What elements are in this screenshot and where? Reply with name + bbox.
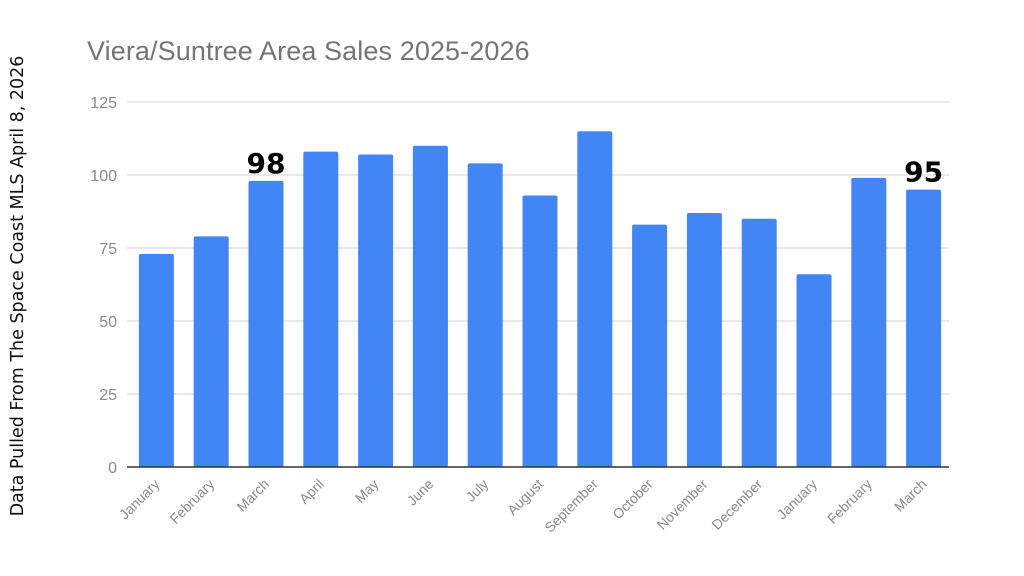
x-tick-label: February bbox=[166, 476, 217, 527]
bar bbox=[577, 131, 613, 467]
x-tick-label: January bbox=[774, 476, 821, 523]
bar bbox=[686, 212, 722, 467]
x-tick-label: March bbox=[233, 476, 272, 515]
x-axis-labels: January February March April May June July Augu… bbox=[116, 476, 930, 536]
x-tick-label: February bbox=[824, 476, 875, 527]
x-tick-label: October bbox=[609, 476, 656, 523]
bar bbox=[358, 154, 394, 467]
x-tick-label: April bbox=[296, 476, 327, 507]
bar bbox=[138, 253, 174, 467]
x-tick-label: January bbox=[116, 476, 163, 523]
bar bbox=[522, 195, 558, 467]
bars bbox=[138, 131, 942, 468]
x-tick-label: December bbox=[708, 476, 765, 533]
bar bbox=[467, 163, 503, 467]
bar bbox=[741, 218, 777, 467]
bar bbox=[248, 180, 284, 467]
bar bbox=[632, 224, 668, 467]
data-annotations: 98 95 bbox=[247, 147, 944, 189]
x-tick-label: March bbox=[891, 476, 930, 515]
bar bbox=[193, 236, 229, 467]
y-tick-label: 50 bbox=[99, 314, 117, 331]
bar bbox=[851, 177, 887, 468]
chart-title: Viera/Suntree Area Sales 2025-2026 bbox=[87, 36, 530, 66]
y-axis-ticks: 0 25 50 75 100 125 bbox=[90, 95, 117, 477]
bar bbox=[412, 145, 448, 468]
value-annotation: 98 bbox=[247, 147, 286, 180]
y-tick-label: 0 bbox=[108, 460, 117, 477]
y-tick-label: 25 bbox=[99, 387, 117, 404]
y-tick-label: 100 bbox=[90, 168, 117, 185]
value-annotation: 95 bbox=[904, 156, 943, 189]
x-tick-label: September bbox=[541, 476, 601, 536]
x-tick-label: May bbox=[352, 476, 382, 506]
y-tick-label: 125 bbox=[90, 95, 117, 112]
bar bbox=[906, 189, 942, 467]
bar bbox=[303, 151, 339, 467]
x-tick-label: November bbox=[654, 476, 711, 533]
x-tick-label: July bbox=[462, 476, 491, 505]
y-tick-label: 75 bbox=[99, 241, 117, 258]
x-tick-label: August bbox=[504, 476, 546, 518]
x-tick-label: June bbox=[404, 476, 437, 509]
bar bbox=[796, 274, 832, 467]
